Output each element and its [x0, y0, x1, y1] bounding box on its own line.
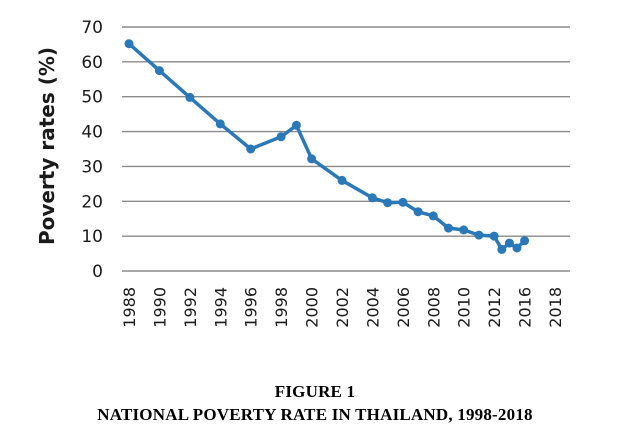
gridlines [122, 26, 570, 272]
data-point [474, 230, 484, 240]
y-tick-label: 30 [81, 157, 103, 177]
data-point [246, 144, 256, 154]
x-tick-label: 1998 [272, 287, 291, 328]
data-point [444, 223, 453, 233]
x-tick-label: 2004 [363, 287, 382, 328]
x-tick-label: 1988 [120, 287, 139, 328]
data-point [497, 244, 507, 254]
data-point [520, 236, 530, 246]
x-tick-label: 2012 [485, 287, 504, 328]
data-point [291, 120, 301, 130]
x-tick-label: 1996 [242, 287, 261, 328]
data-point [124, 39, 134, 49]
y-tick-label: 60 [81, 53, 103, 73]
figure-number: FIGURE 1 [274, 382, 356, 401]
y-tick-label: 10 [81, 227, 103, 247]
data-point [337, 175, 347, 185]
y-tick-label: 40 [81, 123, 103, 143]
y-tick-label: 20 [81, 192, 103, 212]
x-tick-label: 2000 [303, 287, 322, 328]
data-point [215, 119, 225, 129]
data-point [413, 207, 423, 217]
data-point [383, 198, 393, 208]
y-tick-label: 70 [81, 18, 103, 38]
data-point [307, 154, 317, 164]
data-point [154, 66, 164, 76]
y-tick-label: 0 [92, 262, 103, 282]
y-tick-label: 50 [81, 88, 103, 108]
poverty-rate-series [124, 39, 530, 254]
series-line [127, 42, 526, 252]
x-tick-label: 1994 [211, 287, 230, 328]
data-point [489, 231, 499, 241]
x-tick-label: 1990 [150, 287, 169, 328]
data-point [512, 243, 522, 253]
x-tick-label: 2016 [516, 287, 535, 328]
x-tick-label: 2006 [394, 287, 413, 328]
data-point [185, 92, 195, 102]
data-point [504, 238, 514, 248]
data-point [459, 225, 469, 235]
x-tick-label: 2018 [546, 287, 565, 328]
x-axis-tick-labels: 1988 1990 1992 1994 1996 1998 2000 2002 2004 2006… [120, 287, 565, 328]
data-point [428, 211, 438, 221]
poverty-rate-chart: 0 10 20 30 40 50 60 70 1988 1990 1992 1994 1996 1998… [35, 18, 570, 328]
data-point [367, 193, 377, 203]
figure-title: NATIONAL POVERTY RATE IN THAILAND, 1998-… [97, 405, 533, 424]
x-tick-label: 2002 [333, 287, 352, 328]
y-axis-tick-labels: 0 10 20 30 40 50 60 70 [81, 18, 103, 282]
x-tick-label: 1992 [181, 287, 200, 328]
x-tick-label: 2010 [455, 287, 474, 328]
x-tick-label: 2008 [424, 287, 443, 328]
data-point [276, 132, 286, 142]
data-point [398, 197, 408, 207]
y-axis-label: Poverty rates (%) [35, 47, 59, 245]
